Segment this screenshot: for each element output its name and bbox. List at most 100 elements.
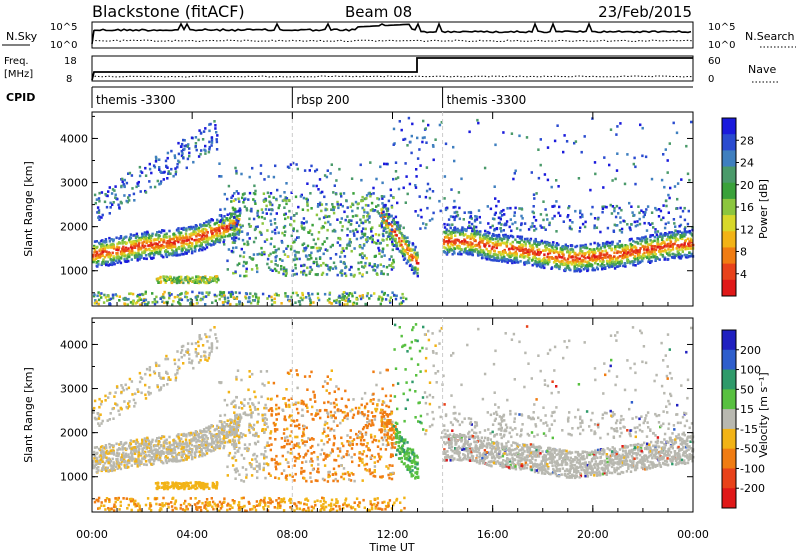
range-gate-cell: [322, 243, 324, 246]
range-gate-cell: [127, 260, 129, 263]
colorbar-swatch: [722, 280, 736, 297]
range-gate-cell: [175, 170, 177, 173]
range-gate-cell: [366, 211, 368, 214]
range-gate-cell: [590, 213, 592, 216]
range-gate-cell: [635, 247, 637, 250]
range-gate-cell: [216, 232, 218, 235]
range-gate-cell: [236, 221, 238, 224]
range-gate-cell: [365, 228, 367, 231]
range-gate-cell: [118, 447, 120, 450]
range-gate-cell: [113, 444, 115, 447]
range-gate-cell: [170, 444, 172, 447]
range-gate-cell: [415, 175, 417, 178]
range-gate-cell: [223, 241, 225, 244]
range-gate-cell: [673, 122, 675, 125]
range-gate-cell: [325, 203, 327, 206]
range-gate-cell: [185, 454, 187, 457]
range-gate-cell: [387, 273, 389, 276]
freq-unit: [MHz]: [4, 69, 33, 80]
range-gate-cell: [135, 254, 137, 257]
range-gate-cell: [450, 188, 452, 191]
range-gate-cell: [641, 240, 643, 243]
range-gate-cell: [278, 204, 280, 207]
range-gate-cell: [177, 142, 179, 145]
range-gate-cell: [369, 161, 371, 164]
range-gate-cell: [487, 231, 489, 234]
range-gate-cell: [474, 245, 476, 248]
range-gate-cell: [113, 465, 115, 468]
range-gate-cell: [190, 248, 192, 251]
range-gate-cell: [668, 211, 670, 214]
range-gate-cell: [403, 253, 405, 256]
range-gate-cell: [101, 191, 103, 194]
range-gate-cell: [346, 228, 348, 231]
range-gate-cell: [586, 270, 588, 273]
range-gate-cell: [118, 299, 120, 302]
range-gate-cell: [143, 463, 145, 466]
range-gate-cell: [626, 258, 628, 261]
range-gate-cell: [180, 232, 182, 235]
range-gate-cell: [443, 251, 445, 254]
range-gate-cell: [253, 241, 255, 244]
range-gate-cell: [450, 235, 452, 238]
range-gate-cell: [349, 300, 351, 303]
range-gate-cell: [403, 187, 405, 190]
range-gate-cell: [432, 144, 434, 147]
range-gate-cell: [345, 275, 347, 278]
range-gate-cell: [354, 291, 356, 294]
range-gate-cell: [96, 452, 98, 455]
range-gate-cell: [306, 203, 308, 206]
range-gate-cell: [273, 176, 275, 179]
colorbar-swatch: [722, 215, 736, 232]
range-gate-cell: [97, 263, 99, 266]
range-gate-cell: [342, 225, 344, 228]
range-gate-cell: [641, 257, 643, 260]
range-gate-cell: [163, 171, 165, 174]
range-gate-cell: [616, 205, 618, 208]
range-gate-cell: [151, 458, 153, 461]
range-gate-cell: [678, 246, 680, 249]
range-gate-cell: [175, 249, 177, 252]
range-gate-cell: [332, 209, 334, 212]
range-gate-cell: [468, 211, 470, 214]
colorbar-swatch: [722, 167, 736, 184]
range-gate-cell: [458, 239, 460, 242]
range-gate-cell: [651, 178, 653, 181]
range-gate-cell: [650, 260, 652, 263]
range-gate-cell: [140, 445, 142, 448]
range-gate-cell: [283, 213, 285, 216]
range-gate-cell: [152, 453, 154, 456]
range-gate-cell: [103, 301, 105, 304]
range-gate-cell: [586, 264, 588, 267]
range-gate-cell: [489, 250, 491, 253]
range-gate-cell: [402, 296, 404, 299]
range-gate-cell: [245, 270, 247, 273]
range-gate-cell: [681, 248, 683, 251]
range-gate-cell: [198, 245, 200, 248]
range-gate-cell: [270, 243, 272, 246]
range-gate-cell: [96, 198, 98, 201]
range-gate-cell: [263, 251, 265, 254]
range-gate-cell: [379, 224, 381, 227]
range-gate-cell: [290, 163, 292, 166]
range-gate-cell: [340, 270, 342, 273]
range-gate-cell: [248, 297, 250, 300]
range-gate-cell: [374, 265, 376, 268]
range-gate-cell: [476, 216, 478, 219]
range-gate-cell: [135, 243, 137, 246]
range-gate-cell: [254, 193, 256, 196]
range-gate-cell: [381, 298, 383, 301]
range-gate-cell: [346, 244, 348, 247]
range-gate-cell: [351, 293, 353, 296]
range-gate-cell: [110, 449, 112, 452]
range-gate-cell: [349, 244, 351, 247]
range-gate-cell: [661, 242, 663, 245]
range-gate-cell: [315, 243, 317, 246]
range-gate-cell: [679, 256, 681, 259]
range-gate-cell: [528, 242, 530, 245]
range-gate-cell: [197, 275, 199, 278]
range-gate-cell: [209, 123, 211, 126]
range-gate-cell: [321, 203, 323, 206]
range-gate-cell: [613, 210, 615, 213]
range-gate-cell: [140, 190, 142, 193]
